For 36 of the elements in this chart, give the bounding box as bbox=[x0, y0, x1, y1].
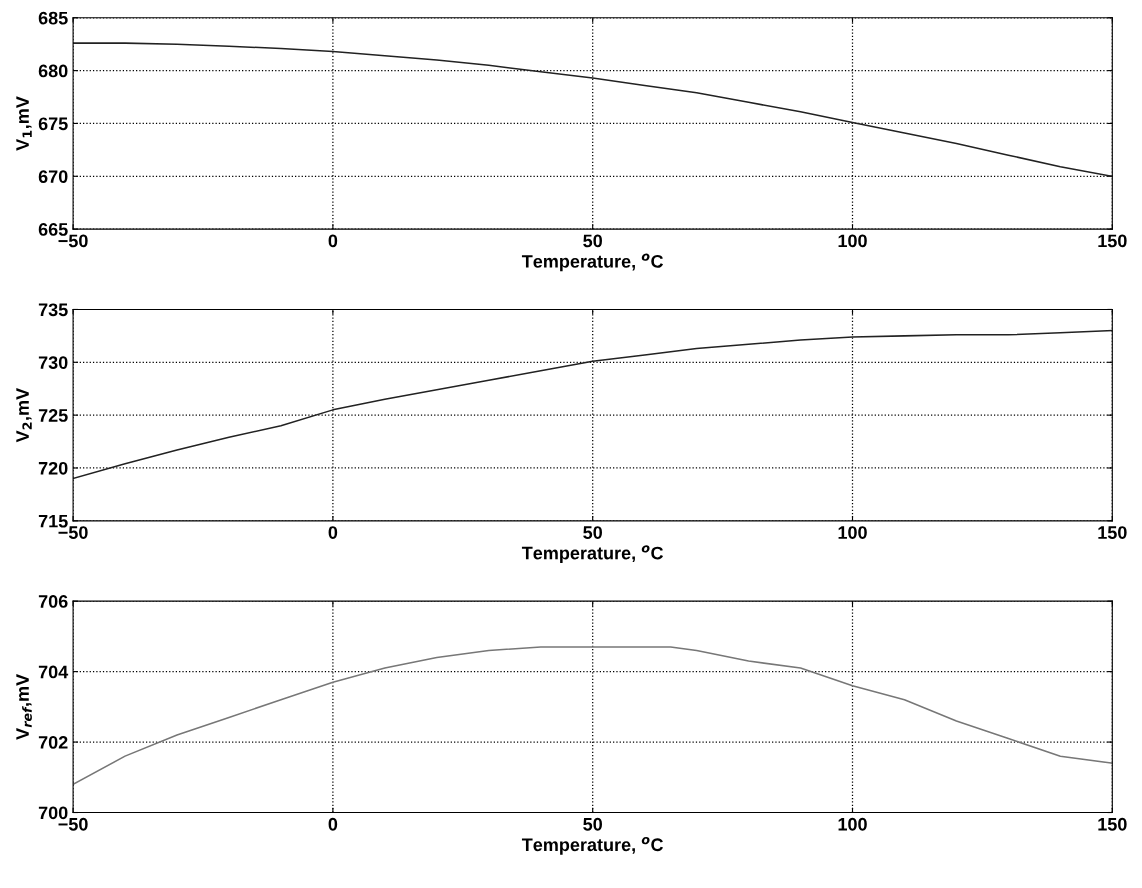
x-tick-label: 100 bbox=[838, 234, 867, 248]
y-tick-label: 704 bbox=[38, 665, 69, 679]
y-tick-label: 702 bbox=[38, 736, 68, 749]
x-axis-title: Temperature, $^{o}$C bbox=[521, 545, 664, 564]
x-tick-label: 0 bbox=[328, 234, 338, 248]
y-tick-label: 670 bbox=[38, 170, 68, 184]
y-axis-title: V$_{2}$,mV bbox=[16, 388, 32, 443]
x-tick-label: 150 bbox=[1098, 817, 1127, 831]
x-tick-label: 100 bbox=[838, 526, 867, 539]
x-axis-title: Temperature, $^{o}$C bbox=[521, 253, 664, 272]
y-axis-title: V$_{ref}$,mV bbox=[16, 673, 32, 740]
y-tick-label: 725 bbox=[38, 409, 68, 422]
y-tick-label: 685 bbox=[38, 11, 68, 25]
x-tick-label: 0 bbox=[328, 526, 338, 539]
x-tick-label: −50 bbox=[58, 234, 88, 248]
y-tick-label: 730 bbox=[38, 356, 68, 370]
y-tick-label: 665 bbox=[38, 223, 68, 236]
y-tick-label: 735 bbox=[38, 303, 68, 317]
x-tick-label: 0 bbox=[328, 817, 338, 831]
x-tick-label: −50 bbox=[58, 526, 88, 539]
line-series bbox=[73, 646, 1113, 786]
x-tick-label: 150 bbox=[1098, 526, 1127, 539]
line-series bbox=[73, 329, 1113, 480]
x-tick-label: 50 bbox=[583, 234, 602, 248]
line-series bbox=[73, 42, 1113, 178]
x-tick-label: 50 bbox=[583, 817, 602, 831]
y-tick-label: 675 bbox=[38, 117, 68, 131]
y-tick-label: 715 bbox=[38, 514, 68, 528]
x-axis-title: Temperature, $^{o}$C bbox=[521, 836, 664, 855]
y-tick-label: 706 bbox=[38, 595, 68, 608]
y-axis-title: V$_{1}$,mV bbox=[16, 96, 32, 151]
x-tick-label: 100 bbox=[838, 817, 867, 831]
y-tick-label: 720 bbox=[38, 461, 68, 475]
x-tick-label: 150 bbox=[1098, 234, 1127, 248]
y-tick-label: 680 bbox=[38, 64, 68, 78]
x-tick-label: 50 bbox=[583, 526, 602, 539]
